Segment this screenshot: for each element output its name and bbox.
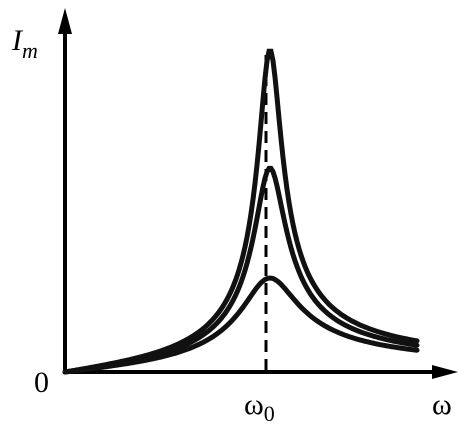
omega-symbol: ω — [244, 388, 264, 421]
omega-subscript: 0 — [264, 401, 275, 426]
resonance-label: ω0 — [244, 388, 275, 426]
y-subscript: m — [22, 38, 38, 63]
y-axis-label: Im — [11, 24, 38, 63]
x-axis-label: ω — [432, 388, 452, 421]
curves — [62, 48, 420, 375]
resonance-curve — [62, 48, 420, 375]
resonance-curve — [62, 275, 420, 375]
y-symbol: I — [11, 24, 24, 57]
origin-label: 0 — [34, 366, 49, 399]
x-axis-arrow — [432, 365, 458, 379]
y-axis-arrow — [58, 8, 72, 34]
